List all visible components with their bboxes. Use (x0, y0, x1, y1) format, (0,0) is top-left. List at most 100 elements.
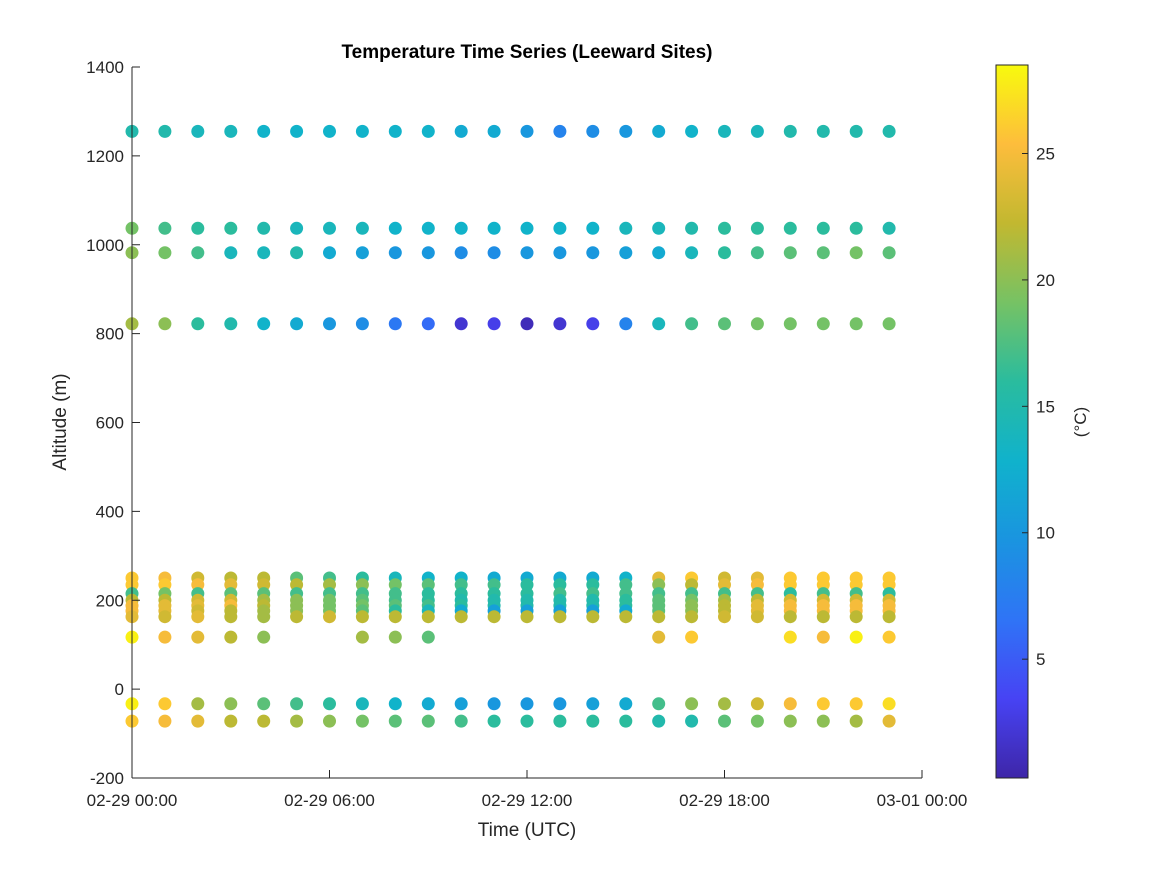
data-point (882, 630, 896, 644)
data-point (158, 630, 172, 644)
data-point (750, 610, 764, 624)
data-point (816, 221, 830, 235)
data-point (323, 246, 336, 260)
data-point (257, 610, 271, 624)
data-point (290, 221, 304, 235)
data-point (191, 221, 205, 235)
data-point (388, 610, 402, 624)
data-point (158, 714, 172, 728)
x-tick-label: 03-01 00:00 (877, 791, 968, 810)
data-point (421, 610, 435, 624)
data-point (718, 578, 731, 592)
data-point (421, 697, 435, 711)
data-point (849, 124, 863, 138)
data-point (257, 714, 271, 728)
data-point (257, 221, 271, 235)
data-point (191, 124, 205, 138)
y-tick-label: 200 (96, 591, 124, 610)
data-point (816, 317, 830, 331)
data-point (718, 714, 731, 728)
data-point (421, 630, 435, 644)
data-point (685, 221, 699, 235)
data-point (224, 317, 238, 331)
data-point (355, 124, 369, 138)
data-point (586, 221, 600, 235)
data-point (586, 578, 600, 592)
data-point (553, 578, 567, 592)
data-point (355, 221, 369, 235)
data-point (586, 697, 600, 711)
data-point (191, 610, 205, 624)
data-point (882, 578, 896, 592)
data-point (685, 714, 699, 728)
data-point (783, 714, 797, 728)
data-point (224, 610, 238, 624)
data-point (454, 578, 468, 592)
data-point (454, 124, 468, 138)
data-point (586, 246, 600, 260)
data-point (388, 697, 402, 711)
data-point (421, 246, 435, 260)
data-point (323, 697, 336, 711)
data-point (224, 124, 238, 138)
y-axis-label: Altitude (m) (50, 373, 71, 470)
data-point (619, 246, 633, 260)
data-point (685, 578, 699, 592)
data-point (487, 610, 501, 624)
data-point (685, 124, 699, 138)
y-tick-label: 1200 (86, 147, 124, 166)
data-point (882, 124, 896, 138)
y-tick-label: -200 (90, 769, 124, 788)
data-point (849, 714, 863, 728)
data-point (191, 317, 205, 331)
data-point (586, 714, 600, 728)
colorbar: 5 10 15 20 25 (995, 64, 1055, 779)
y-tick-label: 0 (115, 680, 124, 699)
data-point (553, 124, 567, 138)
data-point (355, 578, 369, 592)
data-point (388, 124, 402, 138)
data-point (783, 124, 797, 138)
data-point (783, 697, 797, 711)
data-point (487, 246, 501, 260)
y-tick-label: 1000 (86, 236, 124, 255)
data-point (290, 317, 304, 331)
data-point (553, 610, 567, 624)
data-point (388, 317, 402, 331)
data-point (816, 246, 830, 260)
data-point (586, 610, 600, 624)
data-point (323, 610, 336, 624)
data-point (619, 124, 633, 138)
data-point (257, 317, 271, 331)
data-point (750, 221, 764, 235)
data-point (553, 317, 567, 331)
data-point (882, 610, 896, 624)
data-point (421, 578, 435, 592)
data-point (750, 714, 764, 728)
data-point (849, 578, 863, 592)
data-point (191, 714, 205, 728)
data-point (553, 697, 567, 711)
data-point (882, 697, 896, 711)
colorbar-label: (°C) (1071, 407, 1090, 437)
data-point (685, 610, 699, 624)
data-point (158, 578, 172, 592)
y-tick-label: 600 (96, 414, 124, 433)
data-point (257, 124, 271, 138)
data-point (619, 714, 633, 728)
data-point (750, 578, 764, 592)
data-point (652, 124, 666, 138)
data-point (388, 630, 402, 644)
data-point (257, 246, 271, 260)
x-tick-label: 02-29 12:00 (482, 791, 573, 810)
data-point (586, 317, 600, 331)
data-point (652, 697, 666, 711)
data-point (454, 246, 468, 260)
data-point (454, 714, 468, 728)
data-point (323, 317, 336, 331)
x-tick-label: 02-29 18:00 (679, 791, 770, 810)
y-tick-label: 1400 (86, 58, 124, 77)
data-point (553, 714, 567, 728)
data-point (323, 578, 336, 592)
